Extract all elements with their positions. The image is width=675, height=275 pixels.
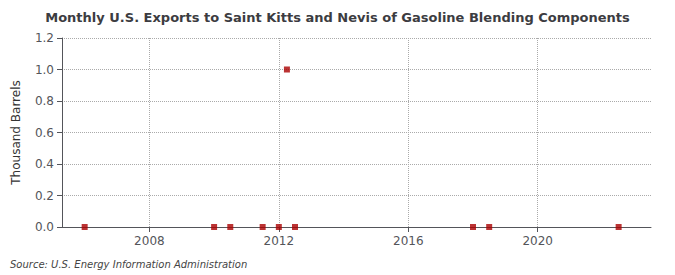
- svg-text:0.0: 0.0: [35, 220, 54, 234]
- svg-text:0.6: 0.6: [35, 126, 54, 140]
- svg-text:1.2: 1.2: [35, 31, 54, 45]
- svg-text:Monthly U.S. Exports to Saint: Monthly U.S. Exports to Saint Kitts and …: [45, 10, 630, 25]
- svg-text:0.4: 0.4: [35, 157, 54, 171]
- svg-text:2020: 2020: [522, 234, 553, 248]
- svg-text:2016: 2016: [393, 234, 424, 248]
- svg-text:2012: 2012: [264, 234, 295, 248]
- svg-text:1.0: 1.0: [35, 63, 54, 77]
- svg-text:Thousand Barrels: Thousand Barrels: [9, 80, 23, 185]
- svg-text:0.2: 0.2: [35, 189, 54, 203]
- svg-text:2008: 2008: [134, 234, 165, 248]
- svg-text:Source: U.S. Energy Informatio: Source: U.S. Energy Information Administ…: [10, 259, 247, 270]
- svg-text:0.8: 0.8: [35, 94, 54, 108]
